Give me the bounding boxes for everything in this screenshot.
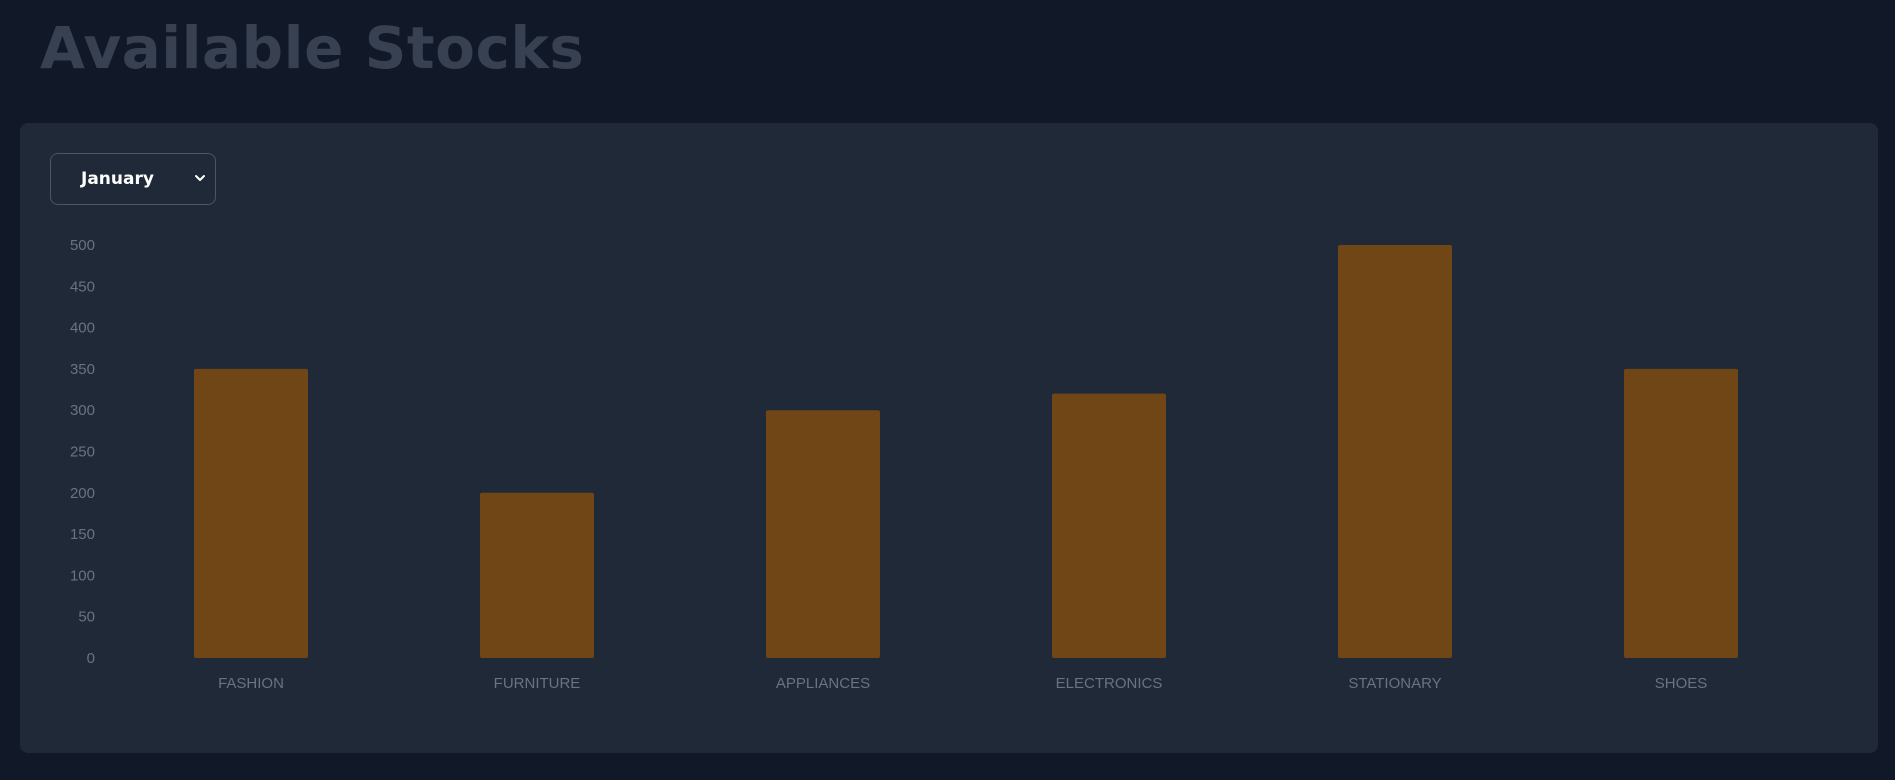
y-tick-label: 50 <box>78 609 95 626</box>
month-select-value: January <box>81 169 154 189</box>
y-tick-label: 200 <box>70 485 95 502</box>
month-select[interactable]: January <box>50 153 216 205</box>
y-tick-label: 100 <box>70 567 95 584</box>
page-title: Available Stocks <box>40 14 585 82</box>
bar-chart: 0 50 100 150 200 250 300 350 400 450 500 FASHION FU… <box>70 237 1738 692</box>
y-tick-label: 350 <box>70 361 95 378</box>
chart-card: January 0 50 100 150 200 250 300 350 400 450 500 F… <box>20 123 1878 753</box>
x-tick-label: SHOES <box>1655 675 1708 692</box>
y-tick-label: 250 <box>70 444 95 461</box>
bars <box>194 245 1738 658</box>
y-axis: 0 50 100 150 200 250 300 350 400 450 500 <box>70 237 95 667</box>
bar-shoes[interactable] <box>1624 368 1738 658</box>
y-tick-label: 500 <box>70 237 95 254</box>
y-tick-label: 400 <box>70 320 95 337</box>
x-tick-label: FASHION <box>218 675 284 692</box>
y-tick-label: 0 <box>87 650 95 667</box>
y-tick-label: 150 <box>70 526 95 543</box>
x-axis: FASHION FURNITURE APPLIANCES ELECTRONICS STA… <box>218 675 1707 692</box>
bar-appliances[interactable] <box>766 410 880 658</box>
bar-electronics[interactable] <box>1052 393 1166 658</box>
bar-fashion[interactable] <box>194 368 308 658</box>
x-tick-label: FURNITURE <box>494 675 581 692</box>
bar-stationary[interactable] <box>1338 245 1452 658</box>
y-tick-label: 450 <box>70 278 95 295</box>
bar-furniture[interactable] <box>480 492 594 658</box>
x-tick-label: APPLIANCES <box>776 675 870 692</box>
x-tick-label: ELECTRONICS <box>1056 675 1163 692</box>
y-tick-label: 300 <box>70 402 95 419</box>
x-tick-label: STATIONARY <box>1348 675 1441 692</box>
chevron-down-icon <box>195 175 205 181</box>
